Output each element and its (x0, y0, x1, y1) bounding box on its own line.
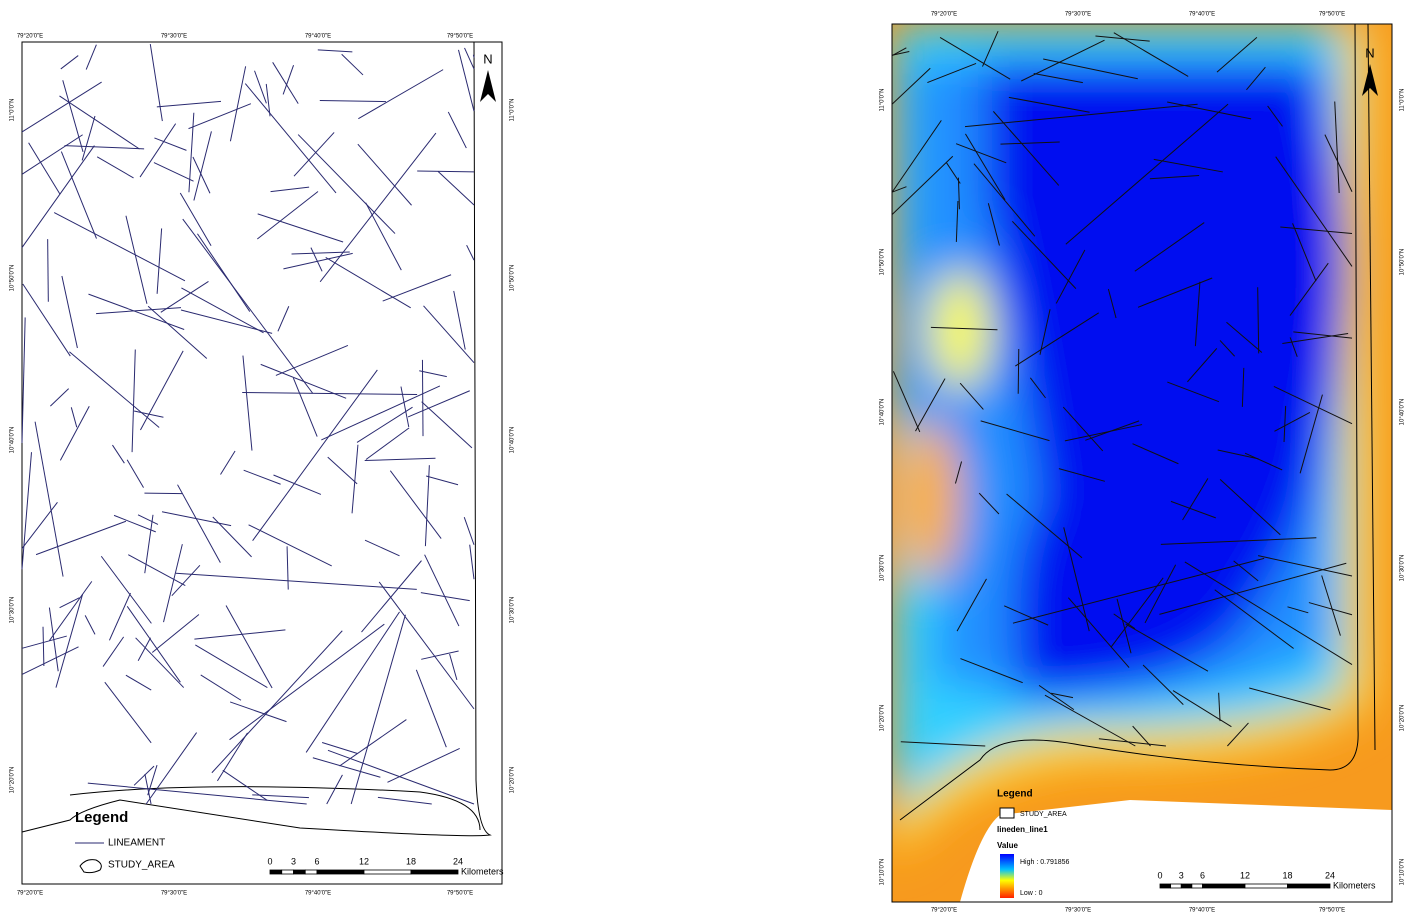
scale-segment (411, 870, 458, 874)
latitude-label: 10°40'0"N (510, 427, 516, 454)
longitude-label: 79°30'0"E (1065, 12, 1091, 18)
latitude-label: 10°40'0"N (10, 427, 16, 454)
scale-segment (1160, 884, 1171, 888)
map-frame (22, 42, 502, 884)
latitude-label: 10°30'0"N (510, 597, 516, 624)
north-label: N (1365, 45, 1374, 60)
maps-page: 79°20'0"E 79°20'0"E 79°30'0"E 79°30'0"E 79°4… (0, 0, 1416, 914)
lineament-map (22, 42, 502, 884)
scale-unit: Kilometers (461, 866, 504, 876)
scale-segment (270, 870, 282, 874)
latitude-label: 10°20'0"N (880, 705, 886, 732)
latitude-label: 11°0'0"N (510, 99, 516, 122)
latitude-label: 10°40'0"N (1400, 399, 1406, 426)
scale-segment (1192, 884, 1203, 888)
longitude-label: 79°20'0"E (931, 12, 957, 18)
scale-label: 24 (453, 856, 463, 866)
longitude-label: 79°40'0"E (1189, 12, 1215, 18)
longitude-label: 79°20'0"E (17, 34, 43, 40)
scale-label: 12 (359, 856, 369, 866)
latitude-label: 10°30'0"N (1400, 555, 1406, 582)
north-label: N (483, 51, 492, 66)
latitude-label: 11°0'0"N (10, 99, 16, 122)
longitude-label: 79°40'0"E (305, 891, 331, 897)
latitude-label: 10°50'0"N (1400, 249, 1406, 276)
latitude-label: 10°30'0"N (880, 555, 886, 582)
lineament (473, 55, 474, 58)
longitude-label: 79°20'0"E (931, 908, 957, 914)
density-map (892, 24, 1392, 902)
scale-label: 0 (1157, 870, 1162, 880)
longitude-label: 79°40'0"E (1189, 908, 1215, 914)
scale-label: 6 (1200, 870, 1205, 880)
scale-segment (1171, 884, 1182, 888)
longitude-label: 79°30'0"E (161, 891, 187, 897)
longitude-label: 79°40'0"E (305, 34, 331, 40)
longitude-label: 79°50'0"E (447, 34, 473, 40)
legend-title: Legend (997, 789, 1033, 800)
latitude-label: 10°20'0"N (10, 767, 16, 794)
scale-segment (305, 870, 317, 874)
scale-label: 12 (1240, 870, 1250, 880)
latitude-label: 10°50'0"N (510, 265, 516, 292)
scale-unit: Kilometers (1333, 880, 1376, 890)
longitude-label: 79°50'0"E (1319, 908, 1345, 914)
legend-ramp (1000, 854, 1014, 898)
scale-segment (1181, 884, 1192, 888)
legend-field: Value (997, 841, 1018, 850)
scale-segment (317, 870, 364, 874)
longitude-label: 79°20'0"E (17, 891, 43, 897)
scale-label: 3 (1179, 870, 1184, 880)
legend-high: High : 0.791856 (1020, 859, 1070, 866)
scale-label: 18 (406, 856, 416, 866)
latitude-label: 10°10'0"N (1400, 859, 1406, 886)
latitude-label: 10°50'0"N (880, 249, 886, 276)
longitude-label: 79°30'0"E (161, 34, 187, 40)
scale-segment (1245, 884, 1288, 888)
longitude-label: 79°30'0"E (1065, 908, 1091, 914)
legend-item: STUDY_AREA (108, 860, 175, 871)
legend-layer: lineden_line1 (997, 825, 1048, 834)
scale-segment (294, 870, 306, 874)
longitude-label: 79°50'0"E (447, 891, 473, 897)
lineament (48, 239, 49, 302)
legend-item: LINEAMENT (108, 838, 165, 849)
legend-area-symbol (1000, 808, 1014, 818)
scale-label: 3 (291, 856, 296, 866)
scale-label: 0 (267, 856, 272, 866)
lineament (1018, 349, 1019, 394)
latitude-label: 11°0'0"N (1400, 89, 1406, 112)
longitude-label: 79°50'0"E (1319, 12, 1345, 18)
scale-label: 18 (1282, 870, 1292, 880)
scale-label: 24 (1325, 870, 1335, 880)
latitude-label: 10°50'0"N (10, 265, 16, 292)
scale-label: 6 (314, 856, 319, 866)
legend-item: STUDY_AREA (1020, 811, 1067, 818)
latitude-label: 10°20'0"N (510, 767, 516, 794)
scale-segment (364, 870, 411, 874)
latitude-label: 10°10'0"N (880, 859, 886, 886)
latitude-label: 11°0'0"N (880, 89, 886, 112)
latitude-label: 10°30'0"N (10, 597, 16, 624)
legend-low: Low : 0 (1020, 890, 1043, 897)
scale-segment (282, 870, 294, 874)
legend-title: Legend (75, 809, 128, 826)
scale-segment (1288, 884, 1331, 888)
latitude-label: 10°40'0"N (880, 399, 886, 426)
scale-segment (1203, 884, 1246, 888)
latitude-label: 10°20'0"N (1400, 705, 1406, 732)
